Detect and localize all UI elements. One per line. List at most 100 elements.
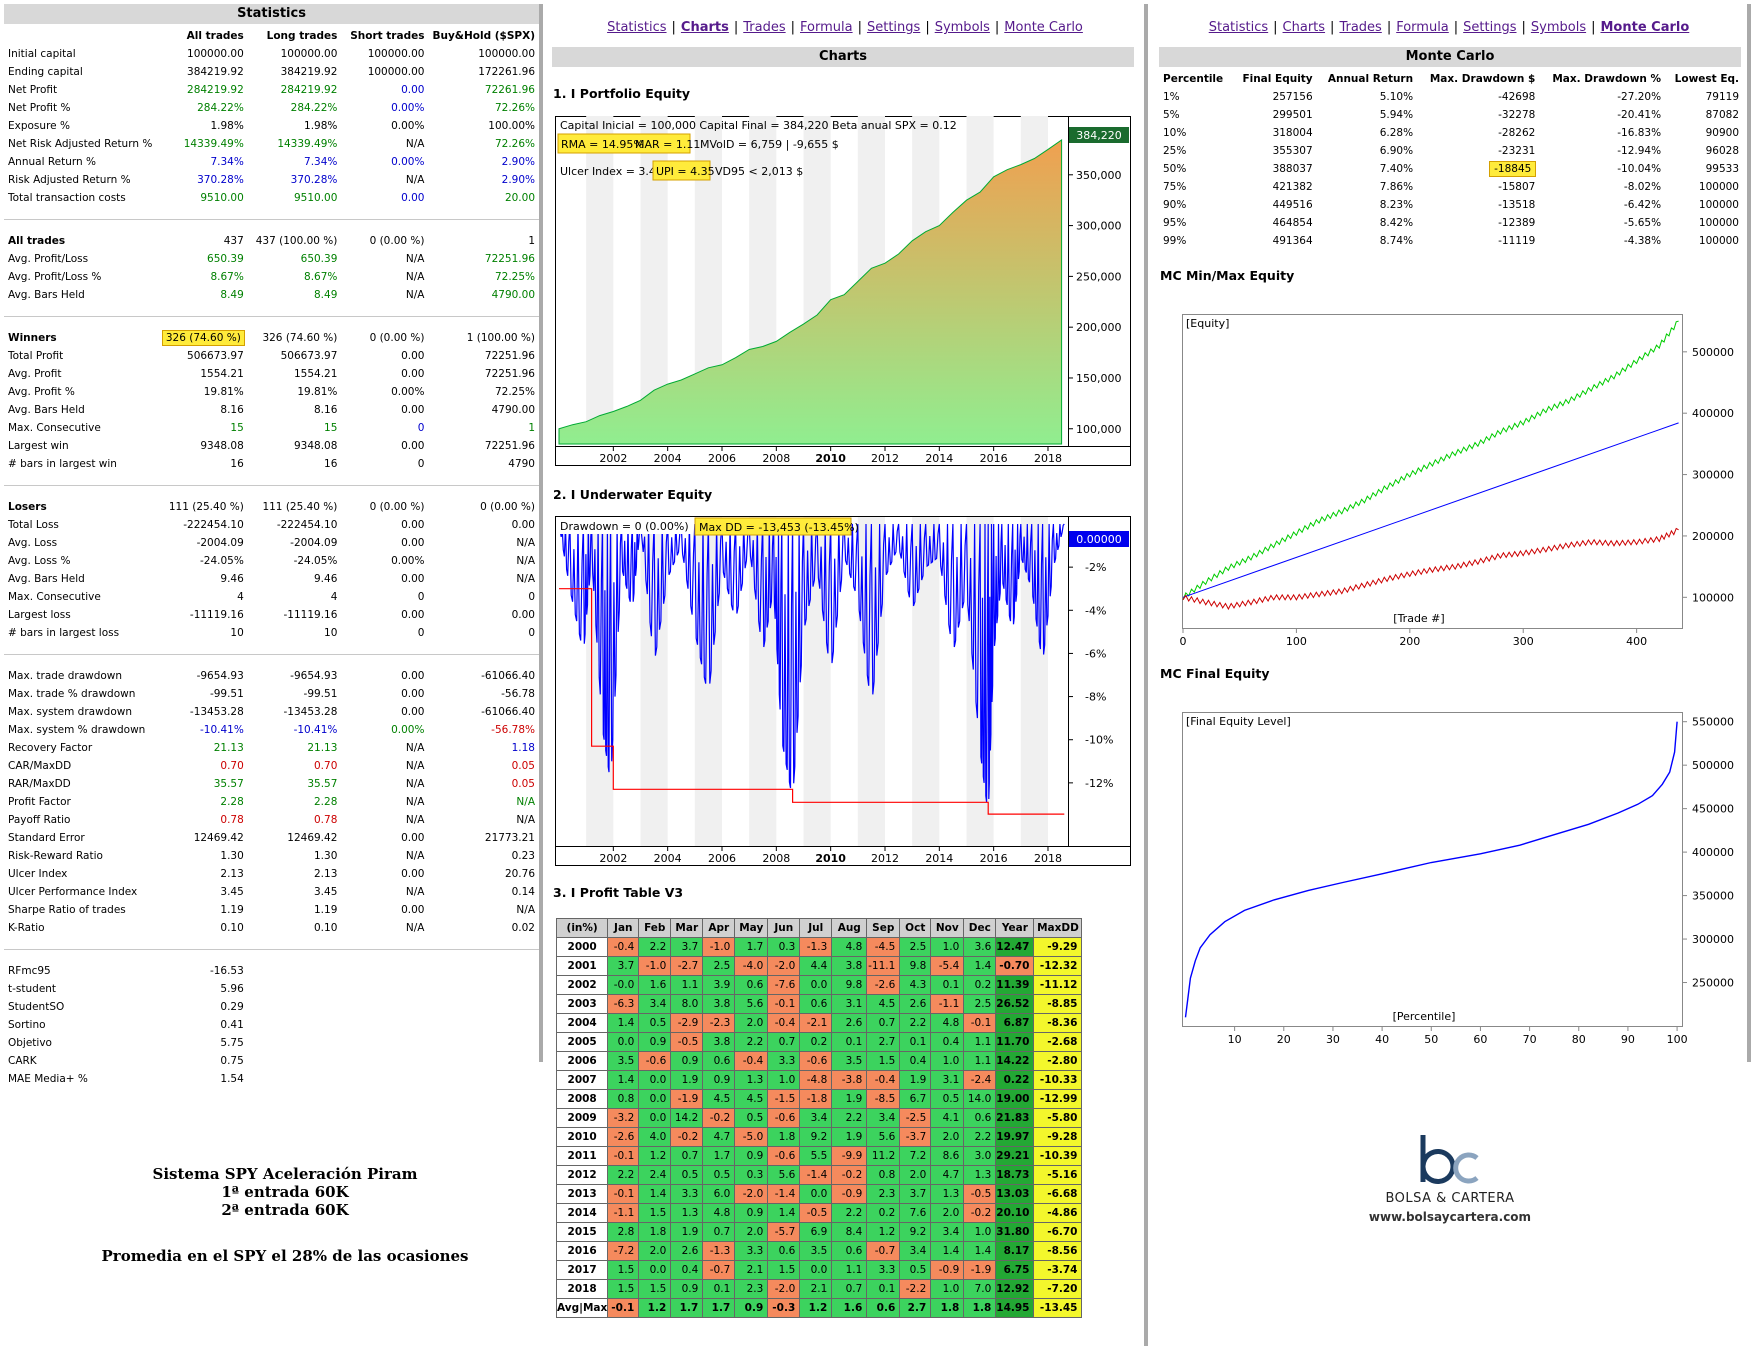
stats-value: 0.00 <box>401 868 425 880</box>
charts-panel: Statistics | Charts | Trades | Formula | Setting… <box>546 4 1144 1346</box>
stats-value: 100000.00 <box>478 48 535 60</box>
nav-separator: | <box>733 20 739 35</box>
nav-link-monte-carlo[interactable]: Monte Carlo <box>1004 20 1083 35</box>
equity-x-tick: 2012 <box>871 452 899 465</box>
profit-month-cell: 1.5 <box>767 1260 801 1280</box>
nav-link-symbols[interactable]: Symbols <box>934 20 990 35</box>
brand-name: BOLSA & CARTERA <box>1385 1191 1515 1206</box>
profit-year: 2007 <box>555 1070 609 1090</box>
nav-link-formula[interactable]: Formula <box>800 20 853 35</box>
mc-title: Monte Carlo <box>1159 47 1741 67</box>
equity-y-tick: 150,000 <box>1076 372 1122 385</box>
nav-link-trades[interactable]: Trades <box>743 20 786 35</box>
nav-separator: | <box>790 20 796 35</box>
profit-year: 2009 <box>555 1108 609 1128</box>
profit-maxdd: -3.74 <box>1033 1260 1083 1280</box>
stats-value: 2.90% <box>501 174 535 186</box>
nav-link-settings[interactable]: Settings <box>866 20 921 35</box>
profit-month-cell: 0.6 <box>866 1298 901 1318</box>
mc-minmax-x-tick: 0 <box>1180 635 1187 648</box>
equity-y-tick: 100,000 <box>1076 423 1122 436</box>
profit-year-total: 29.21 <box>995 1146 1035 1166</box>
nav-link-trades[interactable]: Trades <box>1339 20 1382 35</box>
profit-month-cell: -2.1 <box>799 1013 833 1033</box>
profit-month-cell: 1.0 <box>930 937 965 957</box>
stats-row: Exposure % 1.98% 1.98% 0.00% 100.00% <box>4 117 539 135</box>
stats-row: Objetivo 5.75 <box>4 1034 539 1052</box>
profit-month-cell: 1.3 <box>930 1184 965 1204</box>
stats-value: 19.81% <box>203 386 244 398</box>
profit-year-row: 2007 1.4 0.0 1.9 0.9 1.3 1.0 -4.8 -3.8 -0.4 1.9 3.1… <box>555 1070 1083 1090</box>
mc-final-equity-line <box>1184 721 1678 1018</box>
note-line-2: 1ª entrada 60K <box>221 1183 349 1201</box>
profit-year-total: 8.17 <box>995 1241 1035 1261</box>
mc-col-header: Lowest Eq. <box>1674 73 1739 85</box>
mc-cell: 421382 <box>1272 181 1313 193</box>
profit-col-header: Sep <box>866 918 901 938</box>
profit-year-row: 2004 1.4 0.5 -2.9 -2.3 2.0 -0.4 -2.1 2.6 0.7 2.2 4.… <box>555 1013 1083 1033</box>
stats-value: -16.53 <box>209 965 244 977</box>
stats-label: Avg. Bars Held <box>8 573 85 585</box>
nav-separator: | <box>1273 20 1278 35</box>
brand-url[interactable]: www.bolsaycartera.com <box>1368 1210 1532 1224</box>
stats-value: 72251.96 <box>484 350 535 362</box>
nav-link-symbols[interactable]: Symbols <box>1530 20 1587 35</box>
mc-cell: 10% <box>1163 127 1187 139</box>
stats-value: 111 (25.40 %) <box>168 501 244 513</box>
profit-month-cell: -0.2 <box>831 1165 868 1185</box>
stats-value: 8.16 <box>220 404 244 416</box>
nav-link-monte-carlo[interactable]: Monte Carlo <box>1600 20 1690 35</box>
nav-link-charts[interactable]: Charts <box>1282 20 1326 35</box>
stats-label: Max. Consecutive <box>8 591 101 603</box>
profit-month-cell: -0.2 <box>670 1127 704 1147</box>
stats-value: 506673.97 <box>280 350 338 362</box>
profit-month-cell: 0.0 <box>799 1184 833 1204</box>
nav-link-statistics[interactable]: Statistics <box>1208 20 1269 35</box>
profit-month-cell: 3.3 <box>767 1051 801 1071</box>
stats-row: Net Profit 284219.92 284219.92 0.00 72261.96 <box>4 81 539 99</box>
profit-year-row: 2017 1.5 0.0 0.4 -0.7 2.1 1.5 0.0 1.1 3.3 0.5 -0.9-… <box>555 1260 1083 1280</box>
profit-month-cell: 0.9 <box>670 1279 704 1299</box>
equity-last-value: 384,220 <box>1076 129 1122 142</box>
profit-year-total: 14.95 <box>995 1298 1035 1318</box>
nav-link-settings[interactable]: Settings <box>1463 20 1517 35</box>
equity-mvold: MVolD = 6,759 | -9,655 $ <box>700 138 839 151</box>
mc-row: 99% 491364 8.74% -11119 -4.38% 100000 <box>1159 232 1743 250</box>
stats-col-buyhold: Buy&Hold ($SPX) <box>432 30 535 42</box>
mc-final-ylabel: [Final Equity Level] <box>1186 715 1291 728</box>
profit-month-cell: 0.0 <box>638 1070 672 1090</box>
profit-month-cell: 2.2 <box>963 1127 997 1147</box>
profit-month-cell: 2.7 <box>866 1032 901 1052</box>
mc-col-header: Percentile <box>1163 73 1224 85</box>
profit-year-total: 6.87 <box>995 1013 1035 1033</box>
nav-link-charts[interactable]: Charts <box>680 20 729 35</box>
profit-month-cell: 5.5 <box>799 1146 833 1166</box>
stats-value: 8.67% <box>210 271 244 283</box>
profit-year: 2011 <box>555 1146 609 1166</box>
stats-value: 8.49 <box>314 289 338 301</box>
stats-value: 0.00 <box>401 537 425 549</box>
note-line-4: Promedia en el SPY el 28% de las ocasion… <box>101 1247 469 1265</box>
mc-row: 50% 388037 7.40% -18845 -10.04% 99533 <box>1159 160 1743 178</box>
profit-year-row: 2009 -3.2 0.0 14.2 -0.2 0.5 -0.6 3.4 2.2 3.4 -2.5 4… <box>555 1108 1083 1128</box>
underwater-x-tick: 2014 <box>925 852 953 865</box>
stats-row: Largest win 9348.08 9348.08 0.00 72251.96 <box>4 437 539 455</box>
stats-value: 326 (74.60 %) <box>156 329 247 347</box>
mc-min-equity-line <box>1182 527 1679 611</box>
stats-label: CAR/MaxDD <box>8 760 72 772</box>
stats-row: Avg. Bars Held 9.46 9.46 0.00 N/A <box>4 570 539 588</box>
nav-link-statistics[interactable]: Statistics <box>607 20 667 35</box>
profit-month-cell: 0.0 <box>799 1260 833 1280</box>
stats-value: 8.49 <box>220 289 244 301</box>
profit-month-cell: 2.6 <box>831 1013 868 1033</box>
profit-month-cell: 1.3 <box>670 1203 704 1223</box>
profit-year-total: 31.80 <box>995 1222 1035 1242</box>
stats-col-long: Long trades <box>266 30 338 42</box>
stats-value: 370.28% <box>197 174 244 186</box>
profit-maxdd: -10.39 <box>1033 1146 1083 1166</box>
stats-value: 0.02 <box>511 922 535 934</box>
mc-final-xlabel: [Percentile] <box>1393 1010 1456 1023</box>
profit-month-cell: -0.5 <box>963 1184 997 1204</box>
mc-final-x-tick: 10 <box>1228 1033 1242 1046</box>
nav-link-formula[interactable]: Formula <box>1396 20 1449 35</box>
